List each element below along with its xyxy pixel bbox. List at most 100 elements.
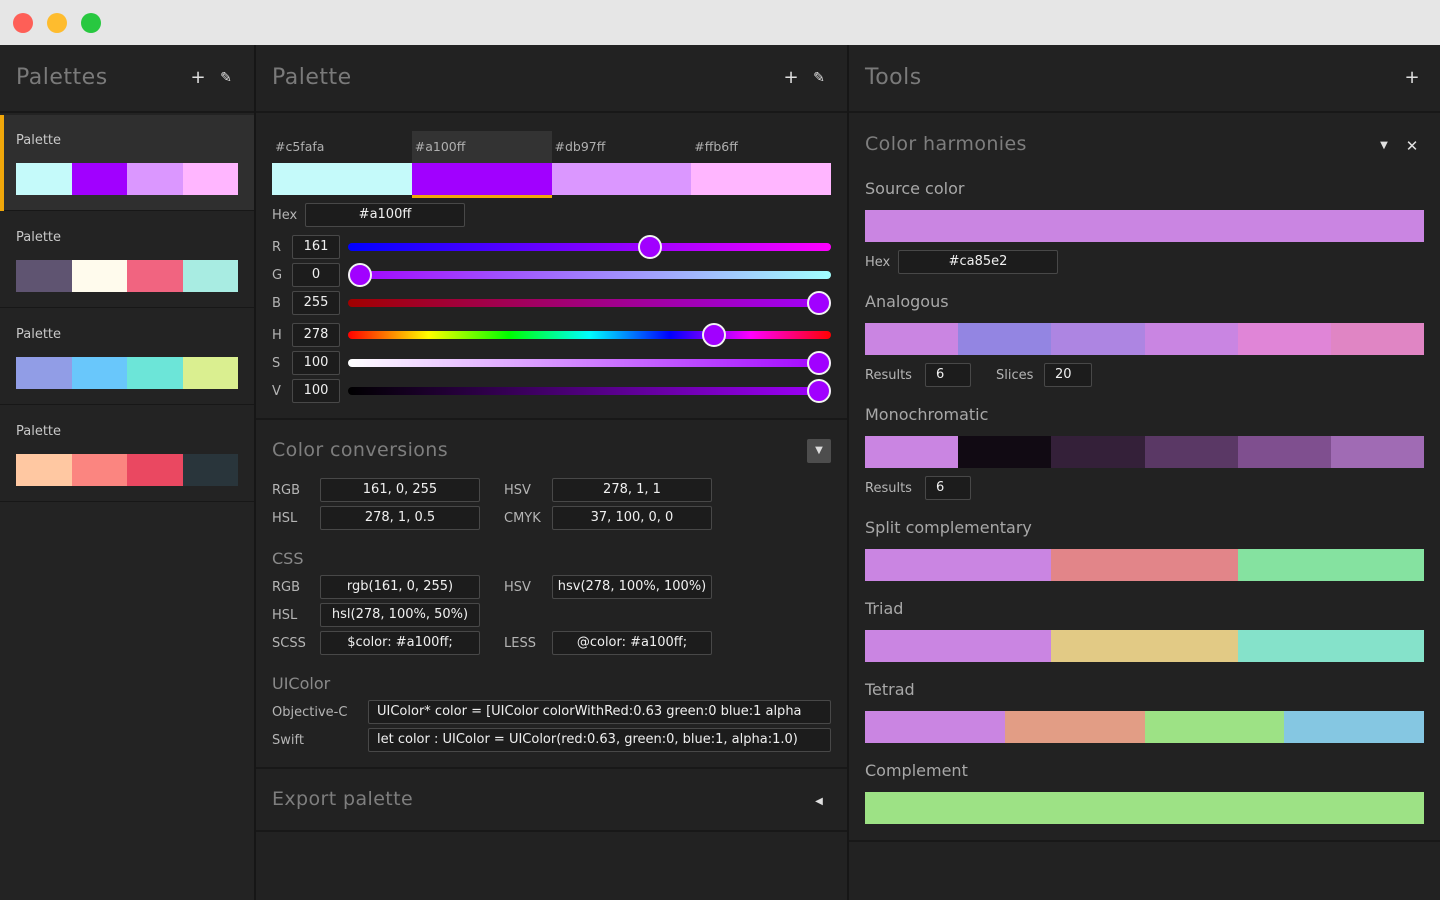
slider-track[interactable]: [348, 243, 831, 251]
slider-label: R: [272, 240, 282, 255]
harmony-swatch[interactable]: [1144, 436, 1238, 468]
harmony-swatch[interactable]: [1330, 323, 1425, 355]
objc-value[interactable]: UIColor* color = [UIColor colorWithRed:0…: [368, 700, 831, 724]
complement-strip: [865, 792, 1424, 824]
harmony-swatch[interactable]: [1330, 436, 1425, 468]
slider-knob[interactable]: [807, 379, 831, 403]
harmony-swatch[interactable]: [1237, 630, 1424, 662]
slider-value-input[interactable]: 100: [292, 379, 340, 403]
slider-track[interactable]: [348, 271, 831, 279]
slider-value-input[interactable]: 278: [292, 323, 340, 347]
slider-knob[interactable]: [702, 323, 727, 347]
palette-list-item[interactable]: Palette: [0, 406, 254, 502]
cmyk-value[interactable]: 37, 100, 0, 0: [552, 506, 712, 530]
harmony-swatch[interactable]: [1237, 436, 1331, 468]
palette-list-item[interactable]: Palette: [0, 309, 254, 405]
slider-label: H: [272, 328, 282, 343]
slider-label: S: [272, 356, 281, 371]
harmony-swatch[interactable]: [1051, 323, 1145, 355]
harmony-swatch[interactable]: [1051, 549, 1238, 581]
swatch-label: #c5fafa: [275, 139, 325, 154]
slider-knob[interactable]: [637, 235, 662, 259]
palette-list-item[interactable]: Palette: [0, 212, 254, 308]
slider-value-input[interactable]: 0: [292, 263, 340, 287]
harmony-swatch[interactable]: [1144, 323, 1238, 355]
color-swatch: [127, 454, 183, 486]
harmony-swatch[interactable]: [865, 436, 959, 468]
source-color-label: Source color: [865, 179, 965, 198]
slider-knob[interactable]: [807, 351, 831, 375]
plus-icon[interactable]: +: [783, 67, 799, 88]
harmony-swatch[interactable]: [865, 792, 1424, 824]
slider-track[interactable]: [348, 387, 831, 395]
harmony-swatch[interactable]: [865, 549, 1052, 581]
hsv-value[interactable]: 278, 1, 1: [552, 478, 712, 502]
tetrad-title: Tetrad: [865, 680, 915, 699]
pencil-icon[interactable]: ✎: [220, 70, 232, 86]
harmony-swatch[interactable]: [1004, 711, 1145, 743]
slider-knob[interactable]: [348, 263, 372, 287]
slider-knob[interactable]: [807, 291, 831, 315]
minimize-window-button[interactable]: [47, 13, 67, 33]
less-value[interactable]: @color: #a100ff;: [552, 631, 712, 655]
color-swatch: [71, 260, 127, 292]
harmony-swatch[interactable]: [1237, 323, 1331, 355]
harmony-swatch[interactable]: [1051, 436, 1145, 468]
slider-value-input[interactable]: 161: [292, 235, 340, 259]
pencil-icon[interactable]: ✎: [813, 70, 825, 86]
objc-label: Objective-C: [272, 705, 348, 720]
hex-input[interactable]: #a100ff: [305, 203, 465, 227]
plus-icon[interactable]: +: [1404, 67, 1420, 88]
harmony-swatch[interactable]: [865, 323, 959, 355]
slider-track[interactable]: [348, 359, 831, 367]
css-hsl-value[interactable]: hsl(278, 100%, 50%): [320, 603, 480, 627]
plus-icon[interactable]: +: [190, 67, 206, 88]
palette-title: Palette: [272, 65, 352, 90]
source-color-swatch[interactable]: [865, 210, 1424, 242]
palette-swatch[interactable]: [272, 163, 412, 195]
tools-header: Tools +: [849, 45, 1440, 113]
css-rgb-value[interactable]: rgb(161, 0, 255): [320, 575, 480, 599]
palette-swatch[interactable]: [411, 163, 552, 195]
palette-swatch[interactable]: [691, 163, 831, 195]
harmony-swatch[interactable]: [1144, 711, 1285, 743]
cmyk-label: CMYK: [504, 511, 541, 526]
palette-name: Palette: [16, 327, 62, 342]
zoom-window-button[interactable]: [81, 13, 101, 33]
chevron-down-icon[interactable]: ▼: [1380, 140, 1388, 151]
export-title[interactable]: Export palette: [272, 788, 414, 810]
scss-value[interactable]: $color: #a100ff;: [320, 631, 480, 655]
analogous-results-input[interactable]: 6: [925, 363, 971, 387]
window-titlebar: [0, 0, 1440, 45]
palette-swatches: [16, 454, 238, 486]
slider-track[interactable]: [348, 331, 831, 339]
css-hsv-value[interactable]: hsv(278, 100%, 100%): [552, 575, 712, 599]
rgb-value[interactable]: 161, 0, 255: [320, 478, 480, 502]
harmony-swatch[interactable]: [865, 630, 1052, 662]
collapse-conversions-button[interactable]: ▼: [807, 439, 831, 463]
harmony-swatch[interactable]: [958, 323, 1052, 355]
slider-value-input[interactable]: 100: [292, 351, 340, 375]
slider-track[interactable]: [348, 299, 831, 307]
harmony-swatch[interactable]: [958, 436, 1052, 468]
palette-swatch[interactable]: [551, 163, 692, 195]
swift-value[interactable]: let color : UIColor = UIColor(red:0.63, …: [368, 728, 831, 752]
harmony-swatch[interactable]: [1051, 630, 1238, 662]
analogous-slices-input[interactable]: 20: [1044, 363, 1092, 387]
triad-title: Triad: [865, 599, 904, 618]
mono-results-input[interactable]: 6: [925, 476, 971, 500]
source-hex-input[interactable]: #ca85e2: [898, 250, 1058, 274]
palette-list-item[interactable]: Palette: [0, 115, 254, 211]
harmony-swatch[interactable]: [1237, 549, 1424, 581]
divider: [847, 45, 849, 900]
color-swatch: [16, 163, 72, 195]
harmony-swatch[interactable]: [865, 711, 1005, 743]
slider-value-input[interactable]: 255: [292, 291, 340, 315]
close-icon[interactable]: ✕: [1405, 137, 1419, 155]
harmony-swatch[interactable]: [1284, 711, 1424, 743]
color-swatch: [127, 163, 183, 195]
split-complementary-title: Split complementary: [865, 518, 1032, 537]
expand-export-icon[interactable]: ◀: [815, 796, 823, 807]
hsl-value[interactable]: 278, 1, 0.5: [320, 506, 480, 530]
close-window-button[interactable]: [13, 13, 33, 33]
